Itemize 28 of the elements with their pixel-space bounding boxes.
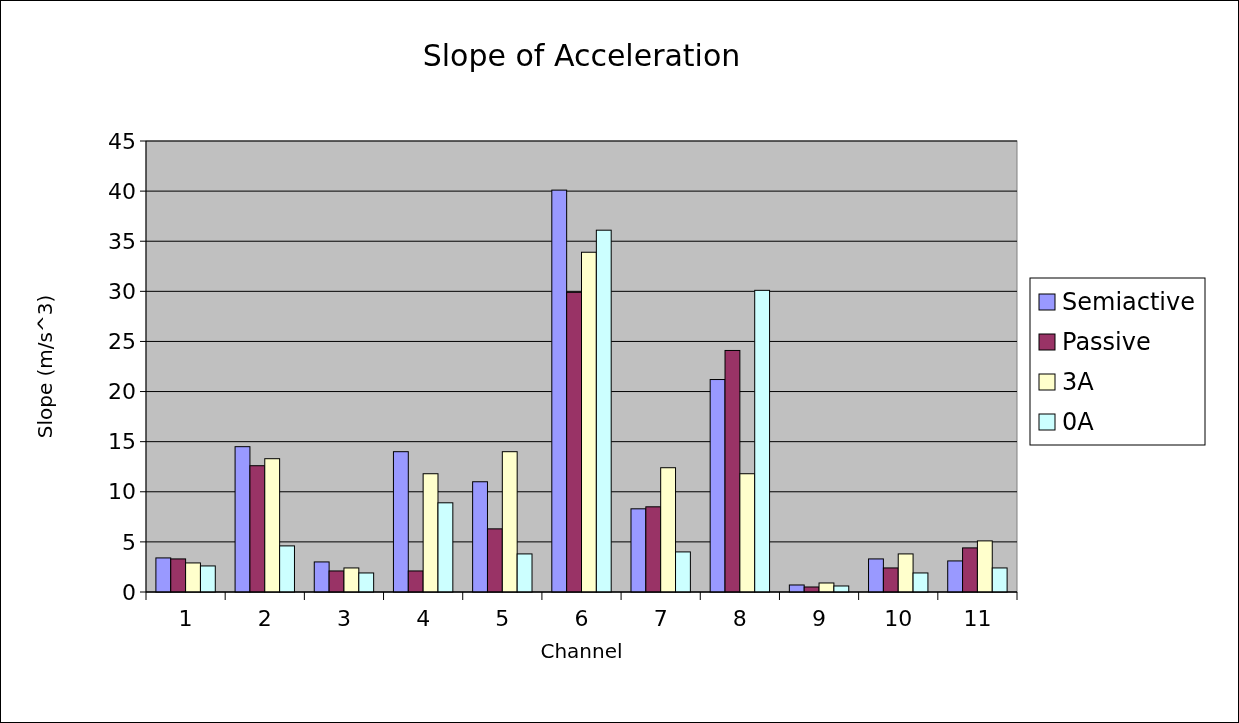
legend-label: Passive [1062, 328, 1151, 357]
y-tick-label: 5 [122, 529, 136, 555]
y-tick-label: 10 [108, 479, 136, 505]
x-tick-label: 9 [812, 606, 827, 631]
y-axis-title: Slope (m/s^3) [33, 294, 57, 439]
y-tick-label: 45 [108, 128, 136, 154]
y-tick-label: 15 [108, 429, 136, 455]
y-tick-label: 0 [122, 579, 136, 605]
x-tick-label: 4 [416, 606, 431, 631]
x-tick-label: 6 [574, 606, 589, 631]
x-tick-label: 2 [257, 606, 272, 631]
y-tick-label: 35 [108, 228, 136, 254]
x-tick-label: 1 [178, 606, 193, 631]
x-tick-label: 8 [732, 606, 747, 631]
legend-label: 3A [1062, 368, 1095, 397]
legend-label: 0A [1062, 408, 1095, 437]
x-tick-label: 5 [495, 606, 510, 631]
x-tick-label: 10 [884, 606, 913, 631]
x-axis-title: Channel [540, 639, 623, 663]
y-tick-label: 25 [108, 329, 136, 355]
y-tick-label: 30 [108, 279, 136, 305]
x-tick-label: 11 [963, 606, 992, 631]
y-tick-label: 20 [108, 379, 136, 405]
x-tick-label: 7 [653, 606, 668, 631]
y-tick-label: 40 [108, 178, 136, 204]
chart-title: Slope of Acceleration [422, 38, 741, 73]
legend-label: Semiactive [1062, 288, 1195, 317]
x-tick-label: 3 [336, 606, 351, 631]
